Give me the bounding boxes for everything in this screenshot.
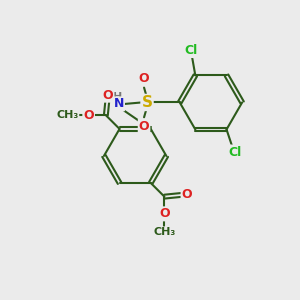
Text: O: O [139,120,149,133]
Text: Cl: Cl [228,146,241,158]
Text: O: O [139,72,149,85]
Text: Cl: Cl [184,44,197,57]
Text: S: S [142,95,152,110]
Text: O: O [182,188,192,201]
Text: N: N [114,98,124,110]
Text: CH₃: CH₃ [153,227,176,237]
Text: O: O [103,88,113,102]
Text: CH₃: CH₃ [56,110,78,120]
Text: H: H [113,92,122,102]
Text: O: O [83,109,94,122]
Text: O: O [159,207,170,220]
